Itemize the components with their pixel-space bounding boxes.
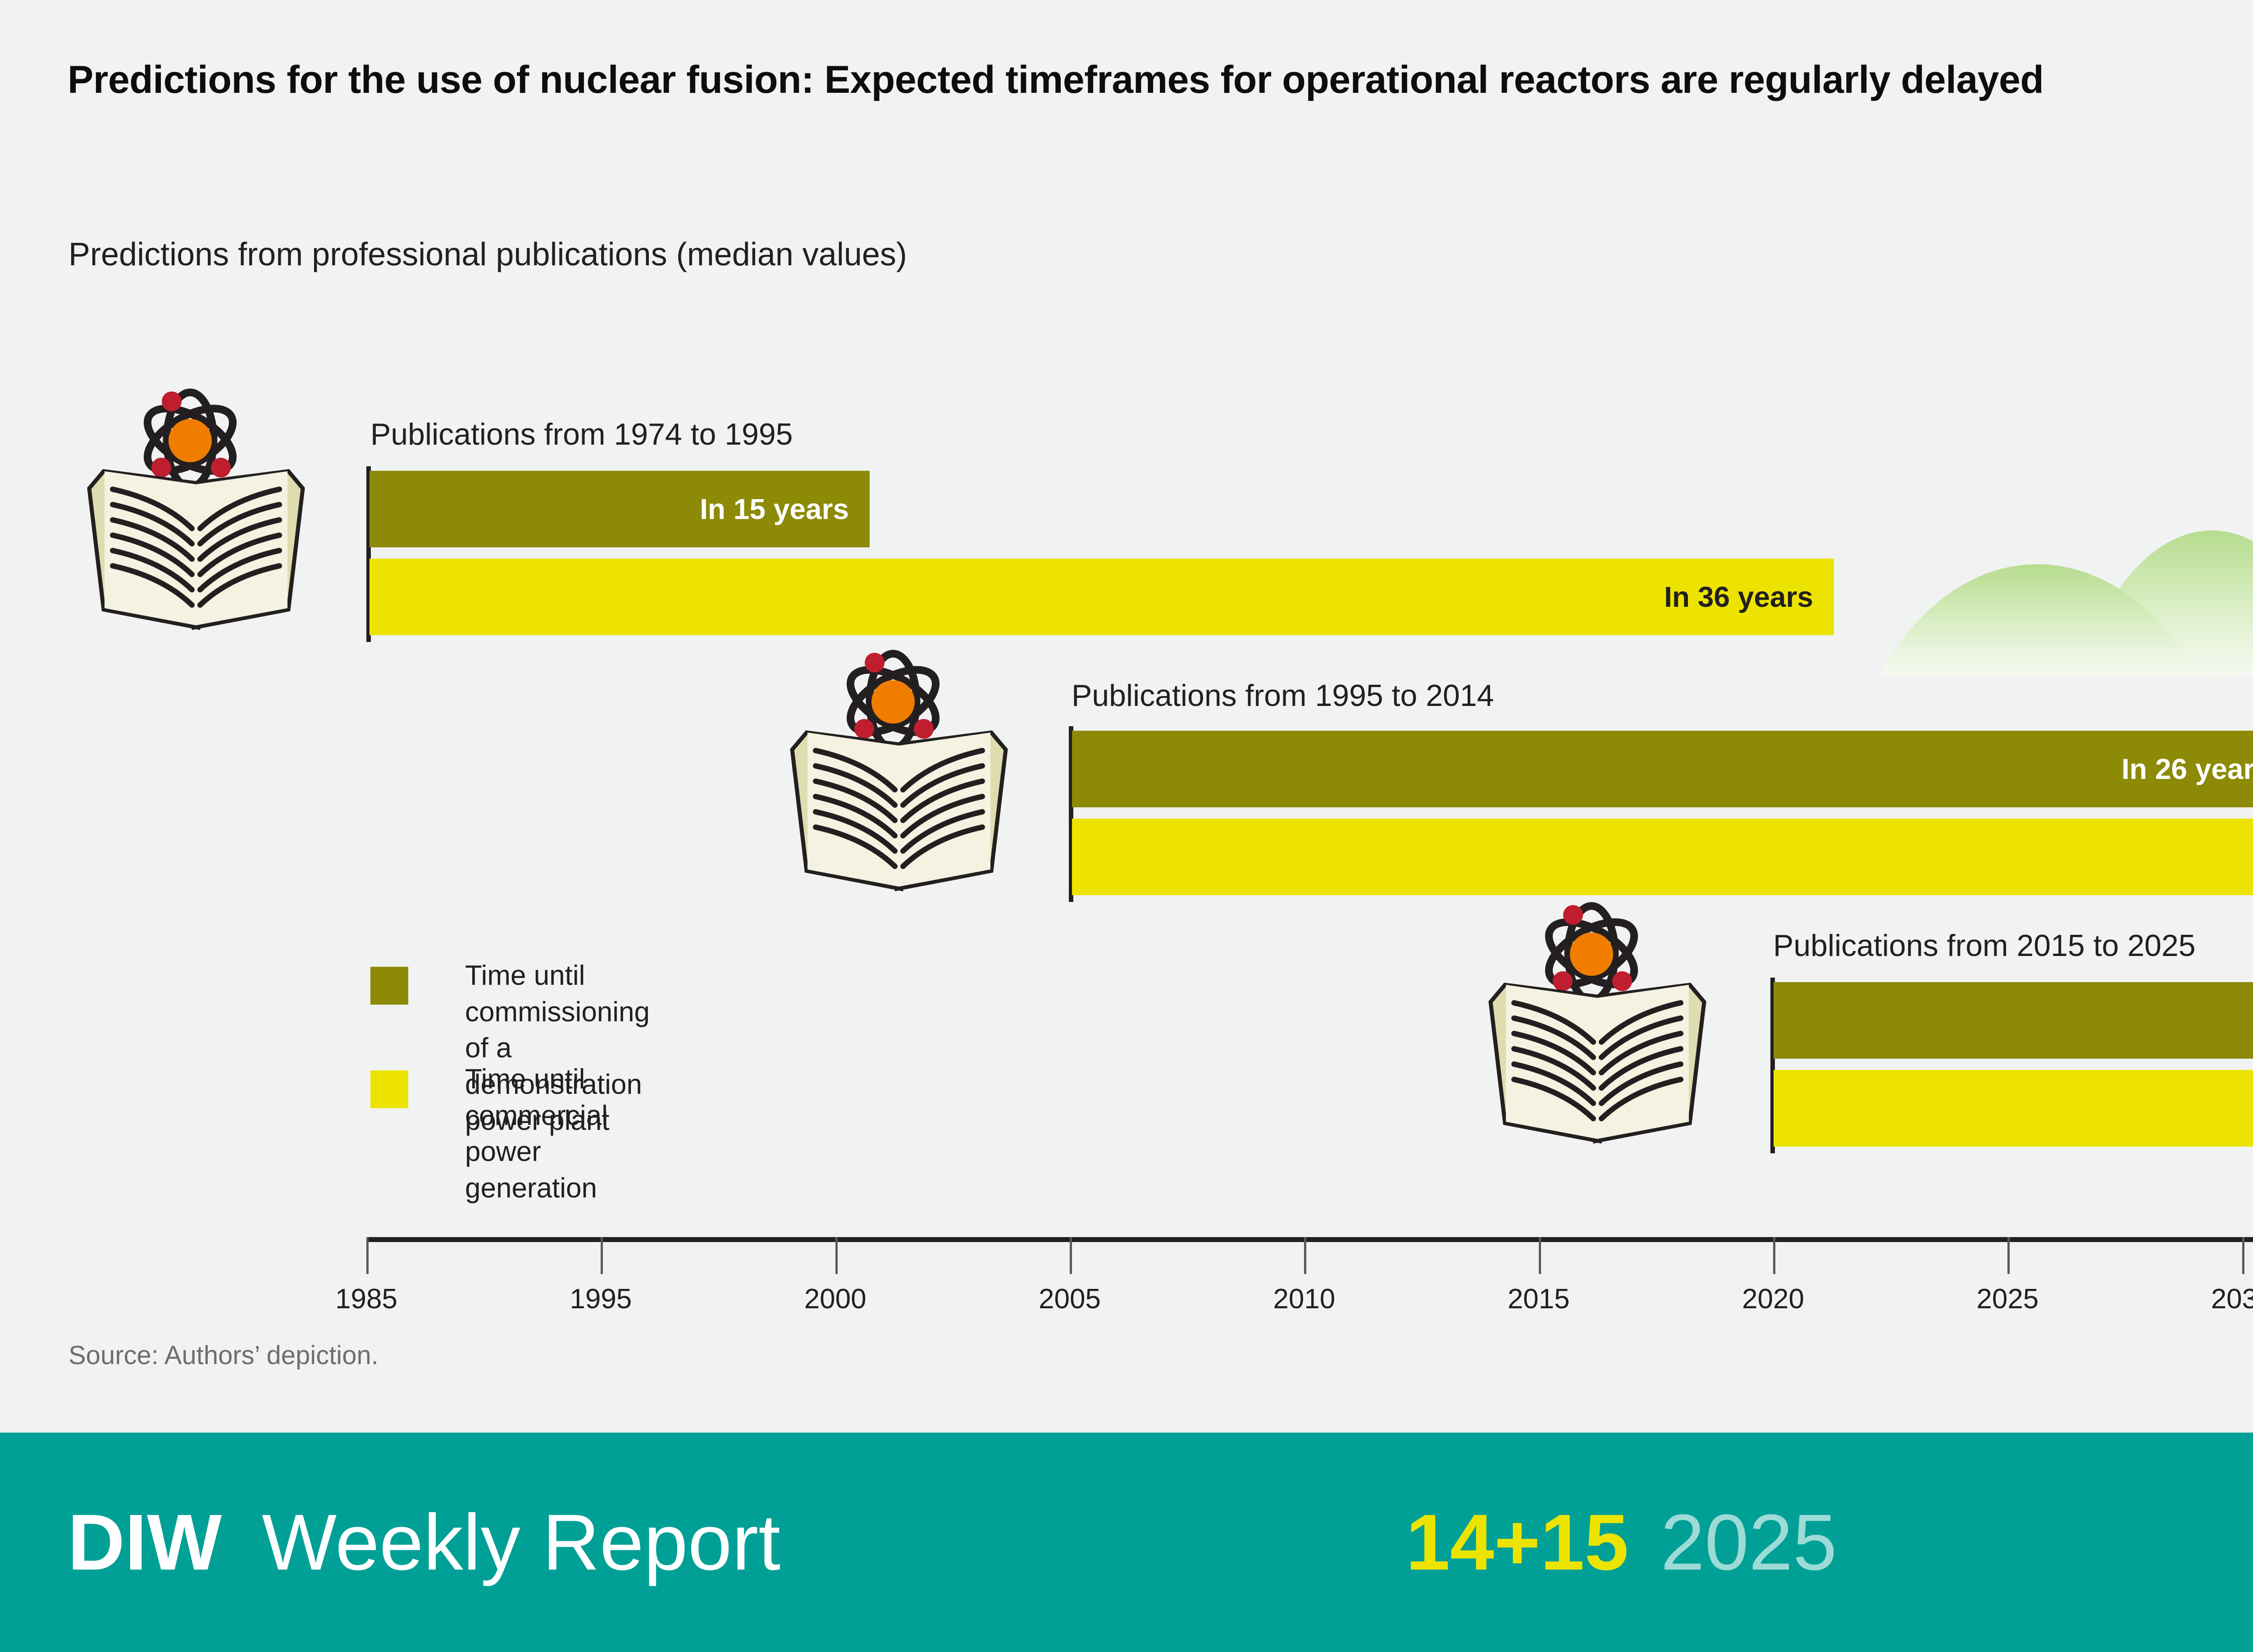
scene-svg (1879, 530, 2253, 676)
source-note: Source: Authors’ depiction. (68, 1341, 379, 1370)
axis-tick-label: 2005 (1039, 1283, 1101, 1315)
atom-icon (846, 650, 940, 752)
legend-label: Time until commercial power generation (465, 1064, 608, 1204)
bar-group1-commercial: In 36 years (369, 559, 1834, 635)
bar-stem-3 (1770, 978, 1775, 1153)
axis-tick (2242, 1237, 2244, 1274)
legend-label: Time until commissioning of a demonstrat… (465, 960, 650, 1137)
footer-brand-diw: DIW (68, 1498, 222, 1587)
book-icon (790, 730, 1008, 892)
chart-subtitle: Predictions from professional publicatio… (68, 237, 907, 273)
book-atom-icon-1 (68, 373, 338, 639)
legend-swatch-olive (370, 967, 408, 1005)
green-hills-icon (1879, 530, 2253, 676)
group-label-3: Publications from 2015 to 2025 (1773, 928, 2196, 963)
book-icon (1488, 983, 1706, 1144)
bar-group3-commercial: In 24 years (1774, 1070, 2253, 1147)
axis-tick-label: 2010 (1273, 1283, 1336, 1315)
bar-value-label: In 15 years (700, 493, 849, 525)
book-icon (87, 469, 305, 630)
book-atom-icon-2 (771, 634, 1041, 900)
footer-issue-number: 14+15 (1406, 1498, 1629, 1587)
axis-tick-label: 1985 (335, 1283, 397, 1315)
axis-tick (1538, 1237, 1541, 1274)
axis-tick (366, 1237, 369, 1274)
axis-tick-label: 2030 (2211, 1283, 2253, 1315)
footer-issue-year: 2025 (1660, 1498, 1837, 1587)
bar-group1-demo: In 15 years (369, 471, 870, 547)
footer-brand-weekly-report: Weekly Report (262, 1498, 780, 1587)
decorative-scene (1825, 171, 2253, 676)
page-title: Predictions for the use of nuclear fusio… (68, 58, 2044, 101)
axis-tick (835, 1237, 838, 1274)
atom-icon (143, 388, 237, 491)
bar-stem-1 (366, 466, 371, 642)
footer-brand: DIW Weekly Report (68, 1503, 780, 1582)
axis-tick (1773, 1237, 1775, 1274)
axis-tick-label: 1995 (570, 1283, 632, 1315)
group-label-1: Publications from 1974 to 1995 (370, 417, 793, 451)
axis-tick (2007, 1237, 2010, 1274)
axis-tick (1070, 1237, 1072, 1274)
bar-group3-demo: In 20 years (1774, 982, 2253, 1059)
bar-stem-2 (1069, 726, 1073, 902)
bar-group2-commercial: In 45 years (1072, 819, 2253, 895)
axis-tick-label: 2015 (1507, 1283, 1570, 1315)
axis-tick (1304, 1237, 1307, 1274)
axis-tick-label: 2000 (804, 1283, 867, 1315)
group-label-2: Publications from 1995 to 2014 (1072, 678, 1494, 713)
legend-swatch-yellow (370, 1070, 408, 1108)
footer-banner: DIW Weekly Report 14+15 2025 DIW BERLIN (0, 1433, 2253, 1652)
bar-value-label: In 36 years (1664, 581, 1813, 613)
bar-value-label: In 26 years (2121, 753, 2253, 785)
atom-icon (1545, 902, 1638, 1005)
axis-tick-label: 2020 (1742, 1283, 1804, 1315)
book-atom-icon-3 (1469, 887, 1739, 1152)
bar-group2-demo: In 26 years (1072, 731, 2253, 807)
x-axis-line (366, 1237, 2253, 1242)
axis-tick-label: 2025 (1976, 1283, 2039, 1315)
footer-issue: 14+15 2025 (1406, 1503, 1837, 1582)
axis-tick (601, 1237, 603, 1274)
